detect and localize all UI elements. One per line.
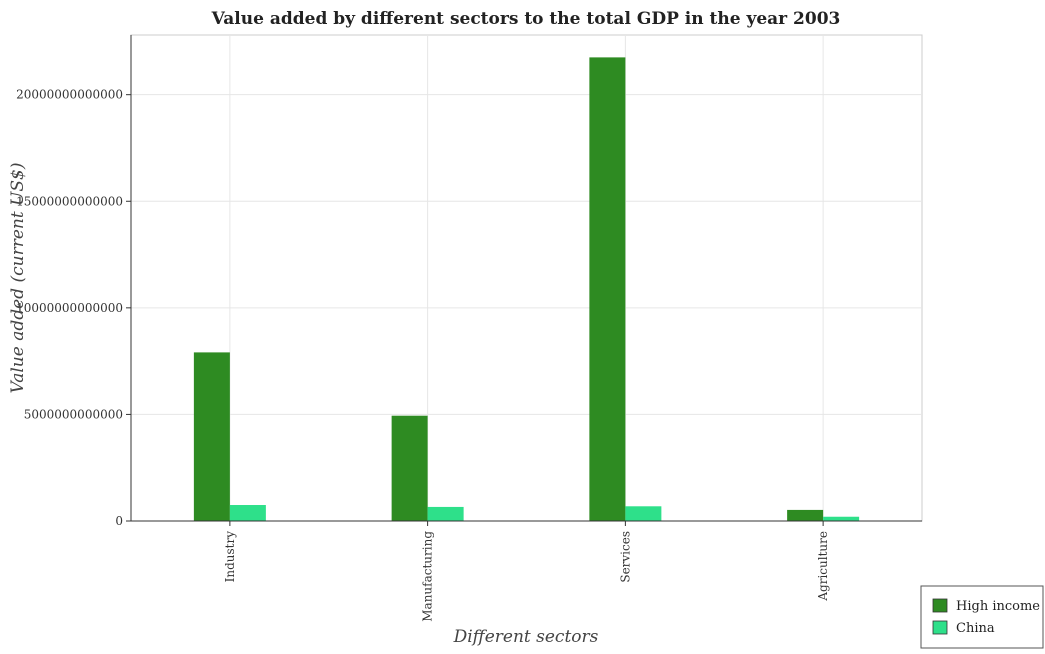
y-tick-label: 15000000000000 <box>16 194 123 208</box>
bar-high-income-industry <box>193 352 230 521</box>
y-tick-label: 5000000000000 <box>24 407 123 421</box>
bar-china-agriculture <box>823 516 860 521</box>
chart-title: Value added by different sectors to the … <box>211 9 841 29</box>
y-axis-title: Value added (current US$) <box>8 163 28 394</box>
bar-high-income-services <box>589 57 626 521</box>
legend-swatch-china <box>932 620 948 635</box>
bars-layer <box>193 57 860 521</box>
x-tick-label: Services <box>618 531 632 583</box>
y-tick-label: 20000000000000 <box>16 88 123 102</box>
bar-china-services <box>625 506 662 521</box>
plot-area-frame <box>130 34 923 522</box>
legend-swatch-high-income <box>932 598 948 613</box>
axes-layer: 0 5000000000000 10000000000000 150000000000… <box>16 35 922 622</box>
x-axis-title: Different sectors <box>453 627 599 647</box>
x-tick-label: Industry <box>223 531 237 583</box>
legend: High income China <box>920 585 1044 649</box>
y-tick-label: 10000000000000 <box>16 301 123 315</box>
bar-china-industry <box>229 505 266 521</box>
legend-label-high-income: High income <box>956 599 1040 614</box>
x-tick-label: Agriculture <box>816 531 830 602</box>
bar-china-manufacturing <box>427 506 464 521</box>
x-tick-label: Manufacturing <box>421 531 435 622</box>
legend-box <box>920 585 1044 649</box>
bar-high-income-manufacturing <box>391 415 428 521</box>
bar-high-income-agriculture <box>787 509 824 521</box>
y-tick-label: 0 <box>115 514 123 528</box>
legend-label-china: China <box>956 621 995 636</box>
